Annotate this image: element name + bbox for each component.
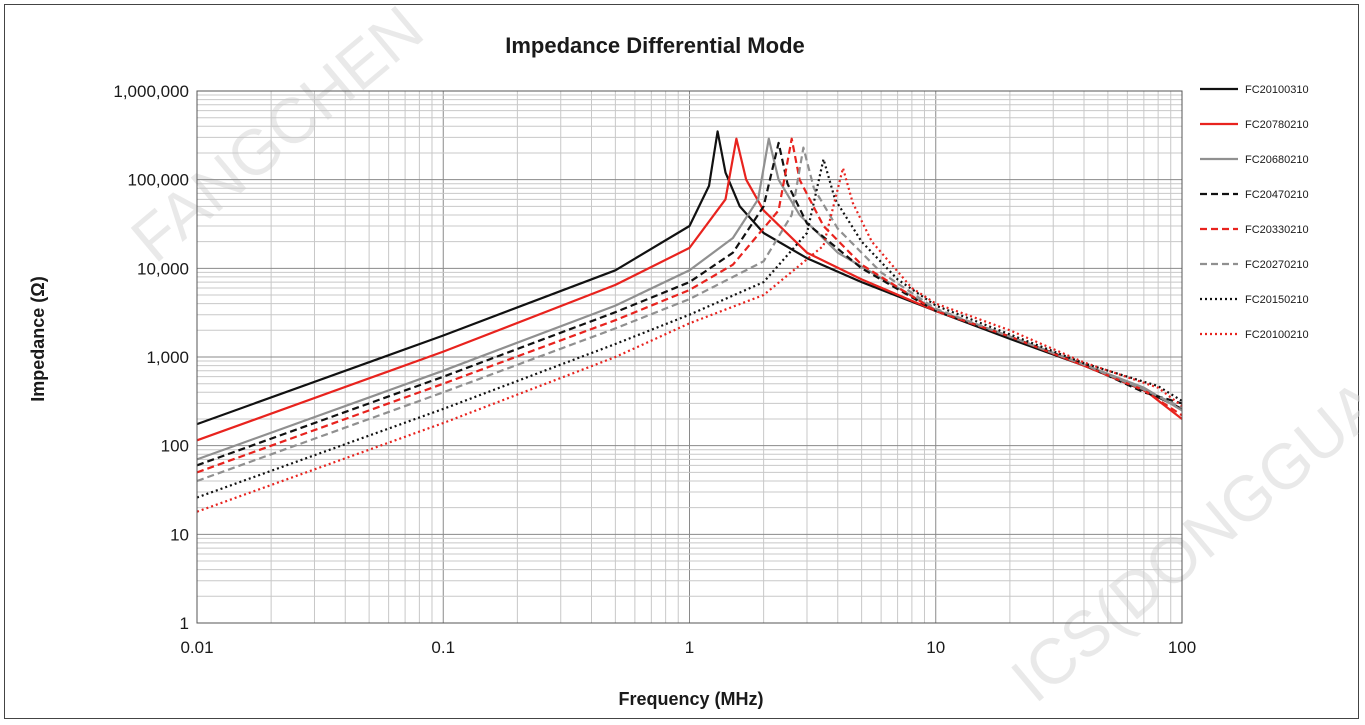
- legend: FC20100310 FC20780210 FC20680210 FC20470210…: [1200, 84, 1309, 341]
- legend-item: FC20270210: [1200, 259, 1309, 271]
- chart-frame: FANGCHEN ICS(DONGGUA 0.01 0.1 1 10 100 1 10 100…: [4, 4, 1360, 719]
- y-tick-label: 1,000: [146, 348, 189, 367]
- x-tick-label: 100: [1168, 638, 1196, 657]
- legend-item: FC20100210: [1200, 329, 1309, 341]
- series-line-FC20100210: [196, 167, 1183, 513]
- legend-item: FC20150210: [1200, 294, 1309, 306]
- series-lines: [196, 130, 1183, 513]
- grid: [196, 91, 1182, 624]
- x-tick-label: 10: [926, 638, 945, 657]
- y-axis-title: Impedance (Ω): [28, 276, 48, 401]
- chart-title: Impedance Differential Mode: [505, 33, 805, 58]
- legend-label: FC20100210: [1245, 329, 1309, 341]
- legend-label: FC20330210: [1245, 224, 1309, 236]
- legend-label: FC20470210: [1245, 189, 1309, 201]
- legend-label: FC20150210: [1245, 294, 1309, 306]
- watermark-right: ICS(DONGGUA: [998, 366, 1360, 716]
- series-line-FC20270210: [196, 146, 1183, 483]
- plot-area-border: [196, 90, 1183, 624]
- series-line-FC20330210: [196, 137, 1183, 474]
- x-axis-title: Frequency (MHz): [618, 689, 763, 709]
- legend-label: FC20100310: [1245, 84, 1309, 96]
- impedance-chart: FANGCHEN ICS(DONGGUA 0.01 0.1 1 10 100110100…: [28, 5, 1360, 716]
- y-tick-label: 100: [161, 437, 189, 456]
- legend-item: FC20100310: [1200, 84, 1309, 96]
- y-tick-label: 100,000: [128, 171, 189, 190]
- tick-labels: 0.01 0.1 1 10 100 1 10 100 1,000 10,000 100,000 1,0…: [113, 82, 1196, 657]
- y-tick-label: 1,000,000: [113, 82, 189, 101]
- legend-label: FC20780210: [1245, 119, 1309, 131]
- legend-item: FC20330210: [1200, 224, 1309, 236]
- legend-label: FC20270210: [1245, 259, 1309, 271]
- series-line-FC20150210: [196, 158, 1183, 499]
- y-tick-label: 10: [170, 525, 189, 544]
- y-tick-label: 1: [180, 614, 189, 633]
- legend-item: FC20680210: [1200, 154, 1309, 166]
- legend-item: FC20470210: [1200, 189, 1309, 201]
- y-tick-label: 10,000: [137, 259, 189, 278]
- x-tick-label: 0.1: [431, 638, 455, 657]
- legend-item: FC20780210: [1200, 119, 1309, 131]
- x-tick-label: 1: [685, 638, 694, 657]
- x-tick-label: 0.01: [180, 638, 213, 657]
- legend-label: FC20680210: [1245, 154, 1309, 166]
